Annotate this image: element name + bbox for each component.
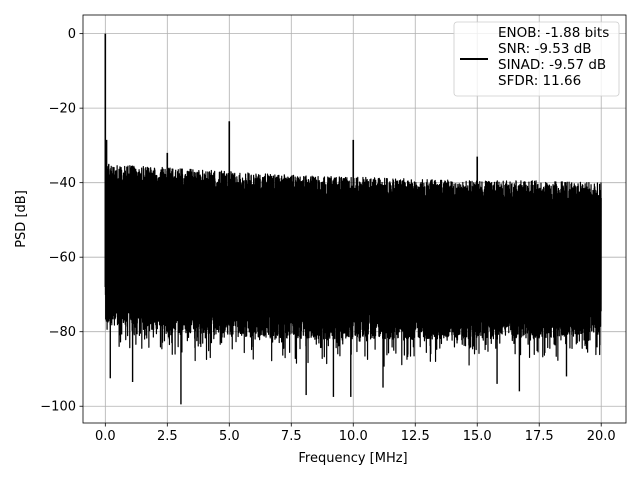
legend-box (453, 21, 620, 97)
x-tick-label: 15.0 (463, 429, 492, 444)
x-tick-label: 5.0 (219, 429, 240, 444)
legend-entry-line: SNR: -9.53 dB (498, 41, 592, 57)
x-tick-label: 2.5 (157, 429, 178, 444)
legend-entry-line: SFDR: 11.66 (498, 73, 581, 89)
x-tick-label: 7.5 (281, 429, 302, 444)
x-axis-label: Frequency [MHz] (298, 451, 407, 466)
y-tick-label: −80 (49, 325, 76, 340)
x-tick-label: 0.0 (95, 429, 116, 444)
plot-area (104, 33, 602, 405)
y-tick-label: 0 (68, 27, 76, 42)
x-tick-label: 17.5 (525, 429, 554, 444)
x-tick-label: 20.0 (587, 429, 616, 444)
y-tick-label: −20 (49, 102, 76, 117)
legend-entry-line: SINAD: -9.57 dB (498, 57, 606, 73)
y-tick-label: −60 (49, 251, 76, 266)
y-axis-ticks: 0 −20 −40 −60 −80 −100 (40, 27, 83, 415)
y-tick-label: −100 (40, 400, 76, 415)
legend-entry-line: ENOB: -1.88 bits (498, 25, 609, 41)
x-tick-label: 12.5 (401, 429, 430, 444)
y-axis-label: PSD [dB] (14, 190, 29, 248)
axes-frame (82, 14, 627, 424)
y-tick-label: −40 (49, 176, 76, 191)
x-tick-label: 10.0 (339, 429, 368, 444)
x-axis-ticks: 0.0 2.5 5.0 7.5 10.0 12.5 15.0 17.5 20.0 (95, 423, 616, 444)
